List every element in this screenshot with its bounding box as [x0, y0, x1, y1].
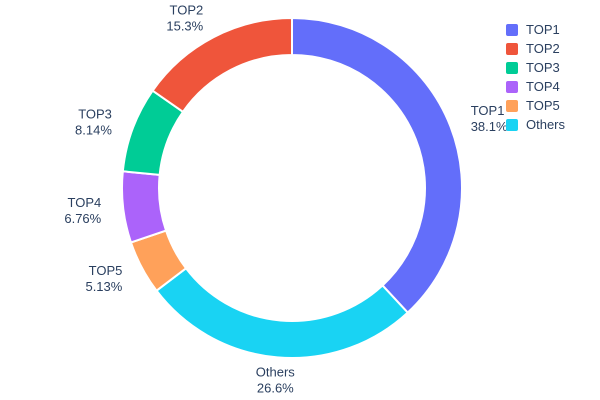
legend-item-top5[interactable]: TOP5: [506, 96, 565, 115]
legend-label-top4: TOP4: [526, 79, 560, 94]
legend-label-others: Others: [526, 117, 566, 132]
legend-item-others[interactable]: Others: [506, 115, 565, 134]
legend-swatch-top4: [506, 80, 518, 93]
legend-swatch-top2: [506, 42, 518, 55]
slice-label-top1: TOP1 38.1%: [471, 103, 508, 134]
legend-label-top1: TOP1: [526, 22, 560, 37]
legend-item-top4[interactable]: TOP4: [506, 77, 565, 96]
legend-label-top3: TOP3: [526, 60, 560, 75]
slice-label-top2: TOP2 15.3%: [166, 3, 203, 34]
legend-item-top2[interactable]: TOP2: [506, 39, 565, 58]
legend-swatch-top3: [506, 61, 518, 74]
legend: TOP1 TOP2 TOP3 TOP4 TOP5 Others: [506, 20, 565, 134]
legend-label-top5: TOP5: [526, 98, 560, 113]
pie-slice-top2[interactable]: [151, 16, 293, 114]
legend-swatch-others: [506, 118, 518, 131]
pie-slice-top1[interactable]: [291, 16, 463, 314]
legend-label-top2: TOP2: [526, 41, 560, 56]
pie-slice-others[interactable]: [155, 266, 410, 359]
pie-slice-top4[interactable]: [121, 170, 168, 244]
slice-label-top3: TOP3 8.14%: [75, 106, 112, 137]
slice-label-others: Others 26.6%: [256, 364, 296, 395]
slice-label-top4: TOP4 6.76%: [64, 195, 101, 226]
legend-swatch-top1: [506, 23, 518, 36]
legend-item-top3[interactable]: TOP3: [506, 58, 565, 77]
slice-label-top5: TOP5 5.13%: [85, 263, 122, 294]
legend-item-top1[interactable]: TOP1: [506, 20, 565, 39]
legend-swatch-top5: [506, 99, 518, 112]
